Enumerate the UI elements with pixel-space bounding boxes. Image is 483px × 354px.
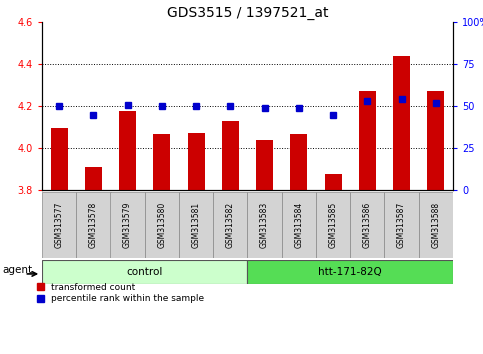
Bar — [119, 111, 136, 190]
Bar — [187, 133, 205, 190]
Bar — [111, 192, 145, 258]
Bar — [145, 192, 179, 258]
Title: GDS3515 / 1397521_at: GDS3515 / 1397521_at — [167, 6, 328, 19]
Legend: transformed count, percentile rank within the sample: transformed count, percentile rank withi… — [37, 282, 204, 303]
Bar — [325, 174, 341, 190]
Bar — [290, 135, 308, 190]
Bar — [247, 192, 282, 258]
Bar — [222, 121, 239, 190]
Bar — [247, 260, 453, 284]
Bar — [384, 192, 419, 258]
Bar — [427, 91, 444, 190]
Bar — [42, 192, 76, 258]
Bar — [419, 192, 453, 258]
Bar — [393, 56, 410, 190]
Bar — [256, 139, 273, 190]
Bar — [316, 192, 350, 258]
Bar — [51, 128, 68, 190]
Text: GSM313582: GSM313582 — [226, 202, 235, 248]
Bar — [282, 192, 316, 258]
Bar — [153, 135, 170, 190]
Text: GSM313581: GSM313581 — [192, 202, 200, 248]
Bar — [42, 260, 247, 284]
Text: control: control — [127, 267, 163, 277]
Text: GSM313588: GSM313588 — [431, 202, 440, 248]
Text: GSM313579: GSM313579 — [123, 202, 132, 248]
Text: GSM313586: GSM313586 — [363, 202, 372, 248]
Text: GSM313583: GSM313583 — [260, 202, 269, 248]
Text: htt-171-82Q: htt-171-82Q — [318, 267, 382, 277]
Text: GSM313578: GSM313578 — [89, 202, 98, 248]
Bar — [85, 167, 102, 190]
Text: agent: agent — [2, 264, 32, 275]
Text: GSM313587: GSM313587 — [397, 202, 406, 248]
Text: GSM313584: GSM313584 — [294, 202, 303, 248]
Text: GSM313580: GSM313580 — [157, 202, 166, 248]
Text: GSM313585: GSM313585 — [328, 202, 338, 248]
Bar — [179, 192, 213, 258]
Bar — [213, 192, 247, 258]
Bar — [76, 192, 111, 258]
Bar — [350, 192, 384, 258]
Bar — [359, 91, 376, 190]
Text: GSM313577: GSM313577 — [55, 202, 64, 248]
